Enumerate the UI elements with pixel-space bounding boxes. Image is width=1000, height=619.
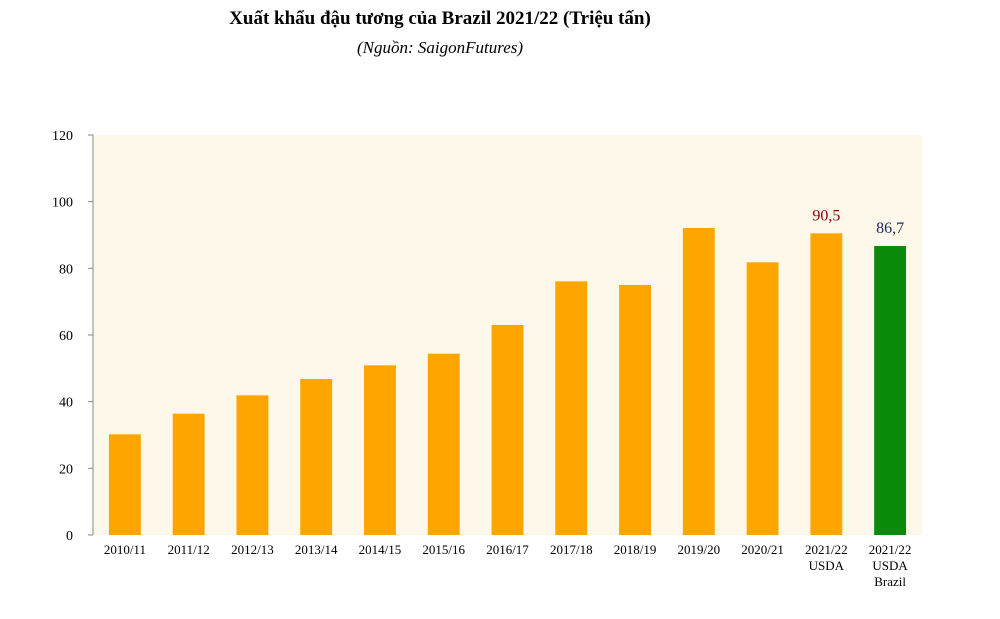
- bar: [172, 413, 205, 535]
- bar: [874, 246, 907, 535]
- chart-subtitle: (Nguồn: SaigonFutures): [356, 38, 524, 57]
- y-tick-label: 80: [59, 262, 73, 277]
- data-label: 90,5: [812, 207, 840, 224]
- x-tick-label: 2012/13: [231, 542, 274, 557]
- x-tick-label: 2015/16: [422, 542, 465, 557]
- x-tick-label: 2013/14: [295, 542, 338, 557]
- chart-title: Xuất khẩu đậu tương của Brazil 2021/22 (…: [229, 8, 651, 29]
- bar: [427, 353, 460, 535]
- bar: [682, 228, 715, 535]
- x-tick-label: 2011/12: [168, 542, 210, 557]
- x-tick-label: Brazil: [874, 574, 906, 589]
- x-tick-label: USDA: [872, 558, 908, 573]
- y-tick-label: 20: [59, 462, 73, 477]
- x-tick-label: 2010/11: [104, 542, 146, 557]
- x-tick-label: 2017/18: [550, 542, 593, 557]
- x-tick-label: 2021/22: [869, 542, 912, 557]
- bar: [236, 395, 269, 535]
- y-tick-label: 0: [66, 529, 73, 544]
- data-label: 86,7: [876, 220, 904, 237]
- x-tick-label: 2018/19: [614, 542, 657, 557]
- bar: [491, 325, 524, 535]
- bar: [108, 434, 141, 535]
- y-tick-label: 40: [59, 396, 73, 411]
- bar: [746, 262, 779, 535]
- y-tick-label: 100: [52, 196, 73, 211]
- bar: [619, 285, 651, 535]
- x-tick-label: 2019/20: [677, 542, 720, 557]
- x-tick-label: 2021/22: [805, 542, 848, 557]
- y-tick-label: 60: [59, 329, 73, 344]
- x-tick-label: 2014/15: [359, 542, 402, 557]
- bar: [300, 379, 333, 535]
- bar: [555, 281, 588, 535]
- x-tick-label: 2020/21: [741, 542, 784, 557]
- bar: [364, 365, 396, 535]
- x-tick-label: 2016/17: [486, 542, 529, 557]
- bar: [810, 233, 843, 536]
- y-tick-label: 120: [52, 129, 73, 144]
- x-tick-label: USDA: [809, 558, 845, 573]
